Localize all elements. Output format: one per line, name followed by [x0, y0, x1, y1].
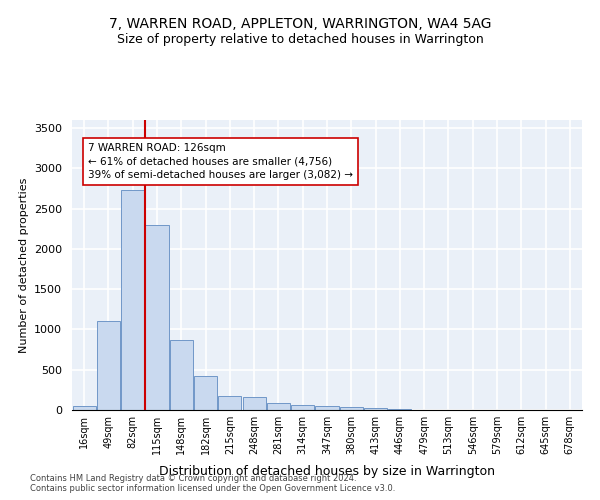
Bar	[218, 396, 241, 410]
Y-axis label: Number of detached properties: Number of detached properties	[19, 178, 29, 352]
Text: 7 WARREN ROAD: 126sqm
← 61% of detached houses are smaller (4,756)
39% of semi-d: 7 WARREN ROAD: 126sqm ← 61% of detached …	[88, 144, 353, 180]
Bar	[145, 224, 169, 410]
Bar	[73, 406, 95, 410]
X-axis label: Distribution of detached houses by size in Warrington: Distribution of detached houses by size …	[159, 466, 495, 478]
Bar	[121, 190, 144, 410]
Bar	[267, 403, 290, 410]
Bar	[194, 376, 217, 410]
Bar	[170, 340, 193, 410]
Text: Size of property relative to detached houses in Warrington: Size of property relative to detached ho…	[116, 32, 484, 46]
Bar	[242, 397, 266, 410]
Text: 7, WARREN ROAD, APPLETON, WARRINGTON, WA4 5AG: 7, WARREN ROAD, APPLETON, WARRINGTON, WA…	[109, 18, 491, 32]
Bar	[364, 408, 387, 410]
Text: Contains public sector information licensed under the Open Government Licence v3: Contains public sector information licen…	[30, 484, 395, 493]
Bar	[97, 322, 120, 410]
Bar	[340, 407, 363, 410]
Bar	[316, 406, 338, 410]
Bar	[291, 405, 314, 410]
Bar	[388, 409, 412, 410]
Text: Contains HM Land Registry data © Crown copyright and database right 2024.: Contains HM Land Registry data © Crown c…	[30, 474, 356, 483]
